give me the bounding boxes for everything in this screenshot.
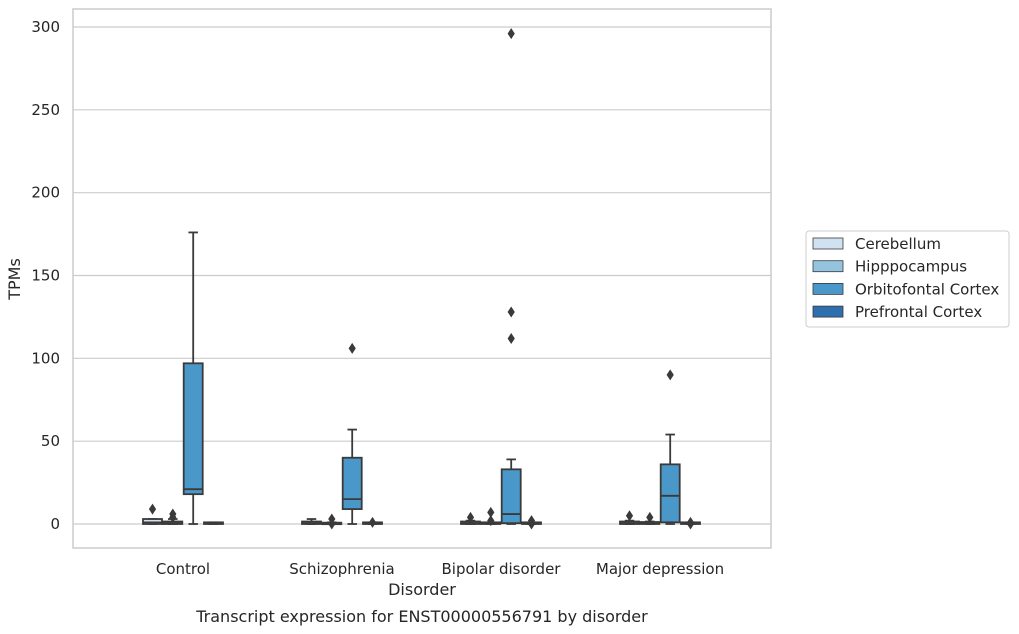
legend-swatch	[812, 260, 844, 273]
outlier-point	[666, 369, 674, 381]
legend-label: Cerebellum	[855, 235, 941, 253]
y-tick-label: 200	[31, 184, 60, 202]
outlier-point	[625, 510, 634, 522]
outlier-point	[368, 516, 377, 528]
outlier-point	[169, 508, 177, 520]
box-body	[341, 456, 363, 510]
outlier-point	[507, 28, 515, 40]
legend-swatch	[812, 282, 844, 295]
plot-area-frame	[72, 8, 772, 549]
y-tick-label: 100	[31, 349, 60, 367]
box-1-1	[321, 513, 343, 530]
legend-frame	[805, 230, 1010, 328]
box-3-0	[203, 521, 224, 525]
x-tick-label: Bipolar disorder	[442, 560, 562, 578]
box-0-2	[460, 511, 481, 525]
outlier-point	[466, 511, 475, 523]
outlier-point	[507, 332, 515, 344]
legend-label: Orbitofontal Cortex	[855, 280, 999, 298]
box-body	[182, 362, 204, 496]
outlier-point	[646, 511, 654, 523]
y-tick-label: 250	[31, 101, 60, 119]
outlier-point	[527, 515, 536, 527]
figure-caption: Transcript expression for ENST0000055679…	[195, 607, 648, 626]
outlier-point	[686, 516, 695, 528]
box-body	[659, 463, 681, 524]
box-3-3	[680, 516, 701, 530]
y-tick-label: 150	[31, 267, 60, 285]
legend-swatch	[812, 237, 844, 250]
outlier-point	[328, 513, 336, 525]
legend-label: Hipppocampus	[855, 258, 967, 276]
box-body	[500, 468, 522, 525]
box-3-2	[521, 515, 542, 530]
y-tick-label: 300	[31, 18, 60, 36]
outlier-point	[487, 506, 495, 518]
box-1-0	[162, 508, 184, 525]
box-2-2	[500, 28, 522, 525]
legend-label: Prefrontal Cortex	[855, 303, 982, 321]
box-1-2	[480, 506, 502, 527]
box-3-1	[362, 516, 383, 528]
legend-swatch	[812, 305, 844, 318]
x-tick-label: Major depression	[596, 560, 724, 578]
box-0-3	[619, 510, 640, 525]
legend: Cerebellum Hipppocampus Orbitofontal Corte…	[805, 230, 1010, 328]
y-tick-label: 50	[41, 432, 60, 450]
outlier-point	[148, 503, 157, 515]
y-axis-tick-labels: 0 50 100 150 200 250 300	[31, 18, 60, 533]
legend-items: Cerebellum Hipppocampus Orbitofontal Corte…	[812, 235, 999, 321]
outlier-point	[507, 306, 515, 318]
box-1-3	[639, 511, 661, 525]
outlier-point	[487, 515, 495, 527]
box-0-1	[301, 518, 322, 525]
y-axis-label: TPMs	[5, 258, 24, 301]
box-0-0	[142, 503, 163, 525]
box-2-0	[182, 231, 204, 525]
box-2-1	[341, 342, 363, 525]
x-axis-tick-labels: Control Schizophrenia Bipolar disorder Majo…	[156, 560, 724, 578]
box-2-3	[659, 369, 681, 525]
y-tick-label: 0	[50, 515, 60, 533]
x-tick-label: Schizophrenia	[289, 560, 394, 578]
x-axis-label: Disorder	[388, 580, 456, 599]
boxes	[142, 28, 701, 530]
x-tick-label: Control	[156, 560, 210, 578]
outlier-point	[348, 342, 356, 354]
